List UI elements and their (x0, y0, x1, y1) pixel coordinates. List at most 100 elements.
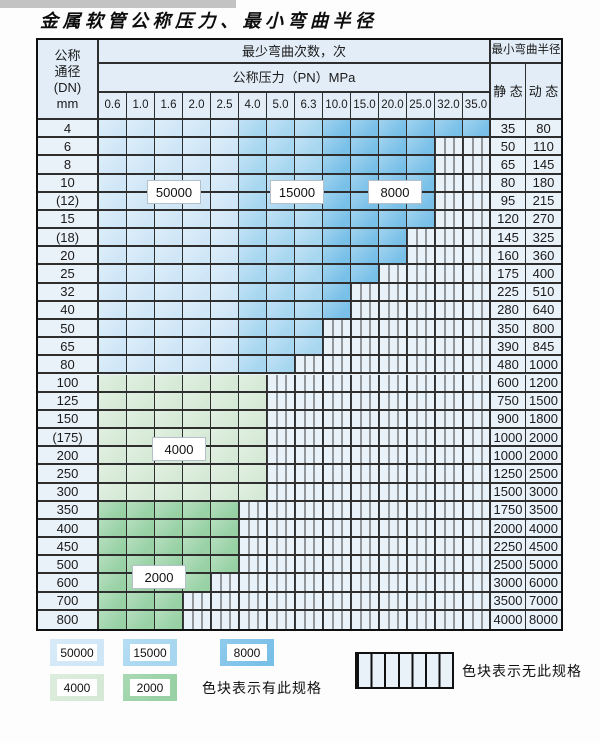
spec-cell (155, 483, 183, 502)
dynamic-radius-cell: 7000 (526, 592, 561, 611)
nospec-cell (407, 556, 435, 575)
spec-cell (323, 156, 351, 175)
spec-cell (183, 265, 211, 284)
spec-cell (127, 610, 155, 629)
nospec-cell (407, 483, 435, 502)
dn-cell: 8 (38, 156, 99, 175)
spec-cell (239, 138, 267, 157)
nospec-cell (239, 538, 267, 557)
dynamic-radius-cell: 510 (526, 283, 561, 302)
dn-cell: 32 (38, 283, 99, 302)
spec-cell (211, 483, 239, 502)
nospec-cell (323, 501, 351, 520)
spec-cell (211, 338, 239, 357)
nospec-cell (463, 538, 491, 557)
nospec-cell (435, 429, 463, 448)
dynamic-radius-cell: 845 (526, 338, 561, 357)
legend-has-spec-text: 色块表示有此规格 (202, 679, 322, 696)
nospec-cell (295, 610, 323, 629)
nospec-cell (267, 410, 295, 430)
spec-cell (99, 574, 127, 593)
spec-cell (155, 319, 183, 339)
nospec-cell (323, 338, 351, 357)
spec-cell (99, 374, 127, 393)
nospec-cell (351, 410, 379, 430)
cycle-count-label: 4000 (152, 437, 206, 461)
dn-cell: 50 (38, 319, 99, 339)
spec-cell (183, 210, 211, 230)
spec-cell (155, 247, 183, 266)
spec-cell (211, 392, 239, 411)
nospec-cell (435, 465, 463, 484)
spec-cell (267, 247, 295, 266)
spec-cell (99, 319, 127, 339)
spec-cell (183, 319, 211, 339)
dn-cell: 700 (38, 592, 99, 611)
static-radius-cell: 350 (491, 319, 526, 339)
spec-cell (435, 120, 463, 139)
dynamic-radius-cell: 3500 (526, 501, 561, 520)
spec-cell (239, 319, 267, 339)
dynamic-radius-cell: 1800 (526, 410, 561, 430)
nospec-cell (379, 447, 407, 466)
spec-cell (267, 138, 295, 157)
static-radius-cell: 175 (491, 265, 526, 284)
nospec-cell (463, 574, 491, 593)
spec-cell (127, 356, 155, 375)
spec-cell (99, 538, 127, 557)
nospec-cell (351, 556, 379, 575)
nospec-cell (407, 410, 435, 430)
spec-cell (323, 138, 351, 157)
nospec-cell (435, 610, 463, 629)
dynamic-radius-cell: 4500 (526, 538, 561, 557)
spec-cell (127, 301, 155, 320)
dynamic-radius-cell: 215 (526, 192, 561, 211)
nospec-cell (323, 465, 351, 484)
nospec-cell (295, 429, 323, 448)
static-radius-cell: 2500 (491, 556, 526, 575)
nospec-cell (267, 429, 295, 448)
spec-cell (323, 210, 351, 230)
spec-cell (127, 210, 155, 230)
nospec-cell (323, 592, 351, 611)
spec-cell (127, 319, 155, 339)
dn-cell: 10 (38, 174, 99, 193)
spec-cell (99, 229, 127, 248)
nospec-cell (323, 392, 351, 411)
nospec-cell (435, 356, 463, 375)
nospec-cell (295, 556, 323, 575)
spec-cell (99, 301, 127, 320)
nospec-cell (351, 429, 379, 448)
spec-cell (155, 356, 183, 375)
static-radius-cell: 750 (491, 392, 526, 411)
spec-cell (351, 210, 379, 230)
spec-cell (295, 247, 323, 266)
legend-swatch: 8000 (220, 639, 274, 666)
nospec-cell (323, 429, 351, 448)
nospec-cell (435, 192, 463, 211)
spec-cell (183, 465, 211, 484)
spec-cell (239, 429, 267, 448)
nospec-cell (267, 374, 295, 393)
static-radius-cell: 480 (491, 356, 526, 375)
nospec-cell (239, 610, 267, 629)
spec-cell (211, 319, 239, 339)
dn-cell: 80 (38, 356, 99, 375)
nospec-cell (323, 374, 351, 393)
spec-cell (407, 120, 435, 139)
dynamic-radius-cell: 8000 (526, 610, 561, 629)
dn-cell: 250 (38, 465, 99, 484)
nospec-cell (183, 592, 211, 611)
spec-cell (267, 283, 295, 302)
nospec-cell (379, 429, 407, 448)
spec-cell (407, 156, 435, 175)
nospec-cell (435, 592, 463, 611)
spec-cell (211, 465, 239, 484)
nospec-cell (379, 283, 407, 302)
nospec-cell (463, 429, 491, 448)
dn-cell: (175) (38, 429, 99, 448)
nospec-cell (267, 592, 295, 611)
spec-cell (211, 447, 239, 466)
nospec-cell (267, 483, 295, 502)
static-radius-cell: 1750 (491, 501, 526, 520)
